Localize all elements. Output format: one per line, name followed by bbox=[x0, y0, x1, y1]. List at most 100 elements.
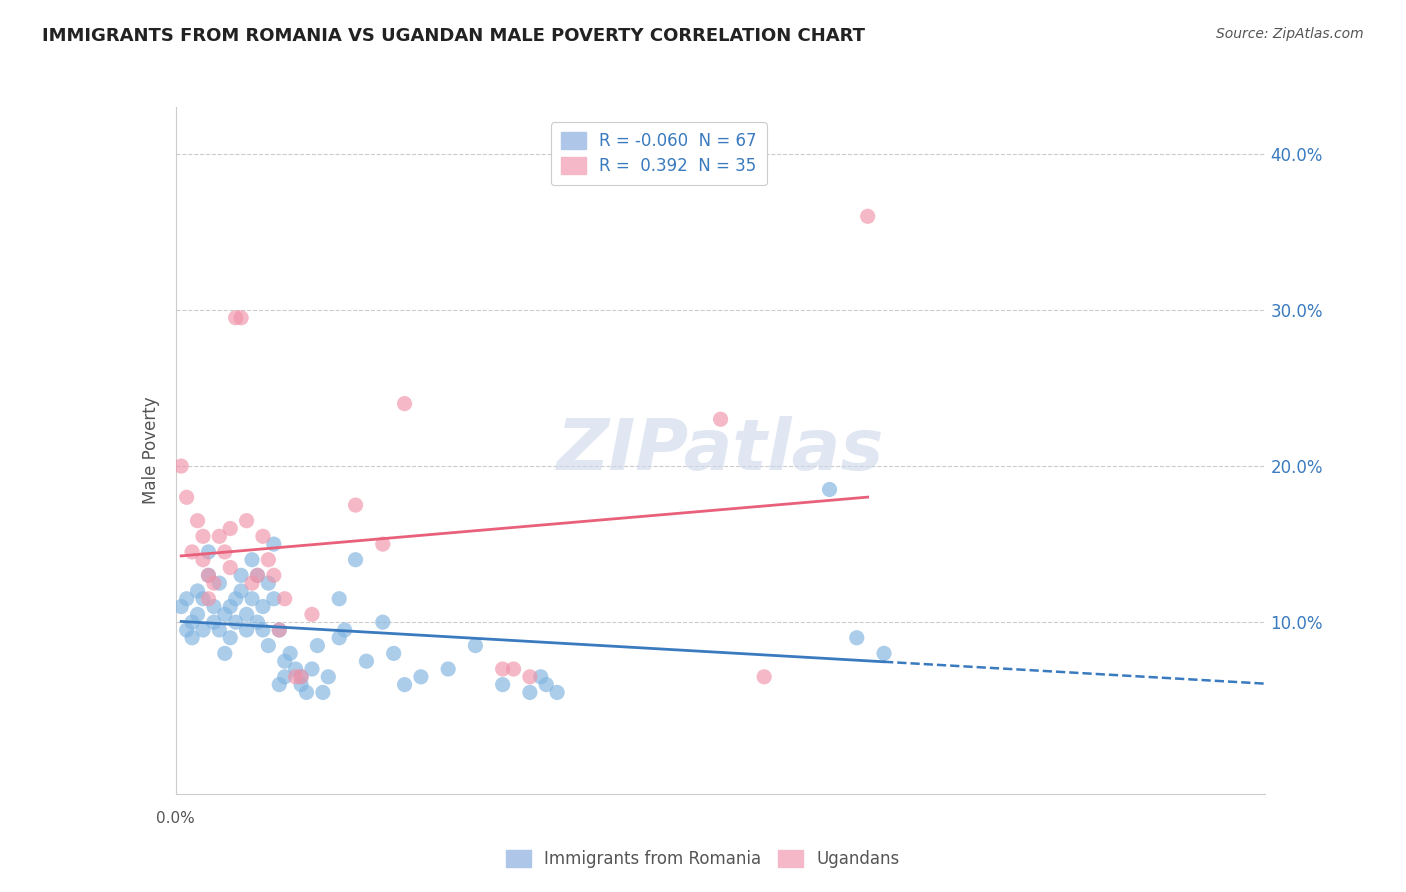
Point bbox=[257, 576, 280, 591]
Point bbox=[290, 670, 312, 684]
Point bbox=[274, 591, 297, 606]
Point bbox=[307, 639, 329, 653]
Point bbox=[856, 209, 879, 223]
Point bbox=[219, 599, 242, 614]
Point bbox=[235, 607, 257, 622]
Text: 0.0%: 0.0% bbox=[156, 811, 195, 826]
Point bbox=[208, 623, 231, 637]
Point bbox=[269, 623, 291, 637]
Point bbox=[225, 310, 247, 325]
Point bbox=[502, 662, 524, 676]
Point bbox=[252, 623, 274, 637]
Point bbox=[252, 529, 274, 543]
Point bbox=[409, 670, 432, 684]
Point bbox=[492, 662, 515, 676]
Point bbox=[546, 685, 568, 699]
Point bbox=[231, 310, 253, 325]
Point bbox=[208, 576, 231, 591]
Point bbox=[225, 615, 247, 630]
Y-axis label: Male Poverty: Male Poverty bbox=[142, 397, 160, 504]
Point bbox=[437, 662, 460, 676]
Point bbox=[519, 685, 541, 699]
Point bbox=[269, 623, 291, 637]
Point bbox=[710, 412, 733, 426]
Point bbox=[181, 545, 204, 559]
Point bbox=[181, 631, 204, 645]
Point bbox=[356, 654, 378, 668]
Point bbox=[219, 521, 242, 535]
Point bbox=[240, 552, 263, 567]
Point bbox=[246, 568, 269, 582]
Point bbox=[191, 552, 214, 567]
Point bbox=[246, 568, 269, 582]
Point bbox=[519, 670, 541, 684]
Point bbox=[318, 670, 340, 684]
Point bbox=[301, 607, 323, 622]
Point bbox=[754, 670, 776, 684]
Point bbox=[202, 576, 225, 591]
Point bbox=[274, 654, 297, 668]
Point bbox=[186, 583, 209, 598]
Point bbox=[290, 678, 312, 692]
Point bbox=[290, 670, 312, 684]
Point bbox=[263, 568, 285, 582]
Point bbox=[202, 599, 225, 614]
Point bbox=[530, 670, 553, 684]
Point bbox=[344, 498, 367, 512]
Point bbox=[371, 537, 394, 551]
Point bbox=[818, 483, 841, 497]
Point bbox=[176, 490, 198, 504]
Point bbox=[219, 560, 242, 574]
Point bbox=[170, 458, 193, 473]
Point bbox=[231, 568, 253, 582]
Point bbox=[214, 646, 236, 660]
Point bbox=[301, 662, 323, 676]
Point bbox=[333, 623, 356, 637]
Point bbox=[186, 514, 209, 528]
Point bbox=[208, 529, 231, 543]
Point bbox=[197, 591, 219, 606]
Point bbox=[214, 545, 236, 559]
Point bbox=[328, 631, 350, 645]
Legend: Immigrants from Romania, Ugandans: Immigrants from Romania, Ugandans bbox=[499, 843, 907, 875]
Point bbox=[197, 545, 219, 559]
Legend: R = -0.060  N = 67, R =  0.392  N = 35: R = -0.060 N = 67, R = 0.392 N = 35 bbox=[551, 122, 766, 186]
Point bbox=[492, 678, 515, 692]
Point bbox=[235, 514, 257, 528]
Point bbox=[214, 607, 236, 622]
Point bbox=[394, 678, 416, 692]
Point bbox=[274, 670, 297, 684]
Point bbox=[231, 583, 253, 598]
Point bbox=[382, 646, 405, 660]
Point bbox=[186, 607, 209, 622]
Point bbox=[284, 670, 307, 684]
Point bbox=[263, 537, 285, 551]
Point bbox=[394, 396, 416, 410]
Point bbox=[845, 631, 868, 645]
Point bbox=[464, 639, 486, 653]
Point bbox=[197, 568, 219, 582]
Point bbox=[170, 599, 193, 614]
Point bbox=[191, 529, 214, 543]
Point bbox=[328, 591, 350, 606]
Point bbox=[252, 599, 274, 614]
Point bbox=[371, 615, 394, 630]
Point bbox=[191, 623, 214, 637]
Point bbox=[181, 615, 204, 630]
Point bbox=[534, 678, 557, 692]
Point bbox=[312, 685, 335, 699]
Point bbox=[284, 662, 307, 676]
Point bbox=[191, 591, 214, 606]
Point bbox=[278, 646, 301, 660]
Point bbox=[176, 623, 198, 637]
Point bbox=[202, 615, 225, 630]
Point bbox=[295, 685, 318, 699]
Point bbox=[240, 591, 263, 606]
Point bbox=[197, 568, 219, 582]
Text: IMMIGRANTS FROM ROMANIA VS UGANDAN MALE POVERTY CORRELATION CHART: IMMIGRANTS FROM ROMANIA VS UGANDAN MALE … bbox=[42, 27, 865, 45]
Point bbox=[873, 646, 896, 660]
Point bbox=[225, 591, 247, 606]
Text: Source: ZipAtlas.com: Source: ZipAtlas.com bbox=[1216, 27, 1364, 41]
Point bbox=[263, 591, 285, 606]
Point bbox=[219, 631, 242, 645]
